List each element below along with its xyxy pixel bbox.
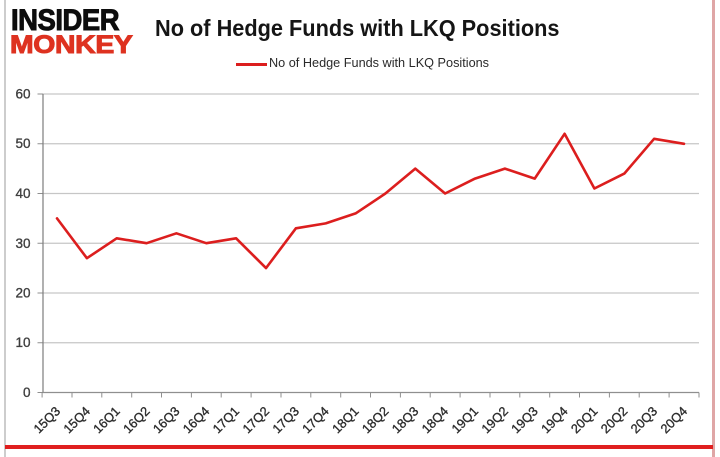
svg-text:16Q1: 16Q1 xyxy=(90,404,123,437)
svg-text:20Q1: 20Q1 xyxy=(568,404,601,437)
svg-text:16Q4: 16Q4 xyxy=(180,404,213,437)
svg-text:16Q2: 16Q2 xyxy=(120,404,153,437)
svg-text:19Q3: 19Q3 xyxy=(508,404,541,437)
svg-text:10: 10 xyxy=(15,335,30,350)
svg-text:17Q1: 17Q1 xyxy=(209,404,242,437)
svg-text:20Q4: 20Q4 xyxy=(657,404,690,437)
svg-text:20Q3: 20Q3 xyxy=(627,404,660,437)
svg-text:60: 60 xyxy=(15,87,30,102)
svg-text:15Q4: 15Q4 xyxy=(60,404,93,437)
svg-text:15Q3: 15Q3 xyxy=(30,404,63,437)
svg-text:20Q2: 20Q2 xyxy=(598,404,631,437)
svg-text:0: 0 xyxy=(23,385,31,400)
svg-text:18Q3: 18Q3 xyxy=(389,404,422,437)
svg-text:40: 40 xyxy=(15,186,30,201)
svg-text:19Q1: 19Q1 xyxy=(448,404,481,437)
svg-text:18Q1: 18Q1 xyxy=(329,404,362,437)
svg-text:30: 30 xyxy=(15,236,30,251)
svg-text:16Q3: 16Q3 xyxy=(150,404,183,437)
svg-text:50: 50 xyxy=(15,136,30,151)
svg-text:20: 20 xyxy=(15,286,30,301)
svg-text:18Q4: 18Q4 xyxy=(418,404,451,437)
svg-text:19Q4: 19Q4 xyxy=(538,404,571,437)
svg-text:17Q3: 17Q3 xyxy=(269,404,302,437)
svg-text:18Q2: 18Q2 xyxy=(359,404,392,437)
svg-text:17Q4: 17Q4 xyxy=(299,404,332,437)
svg-text:17Q2: 17Q2 xyxy=(239,404,272,437)
svg-text:19Q2: 19Q2 xyxy=(478,404,511,437)
